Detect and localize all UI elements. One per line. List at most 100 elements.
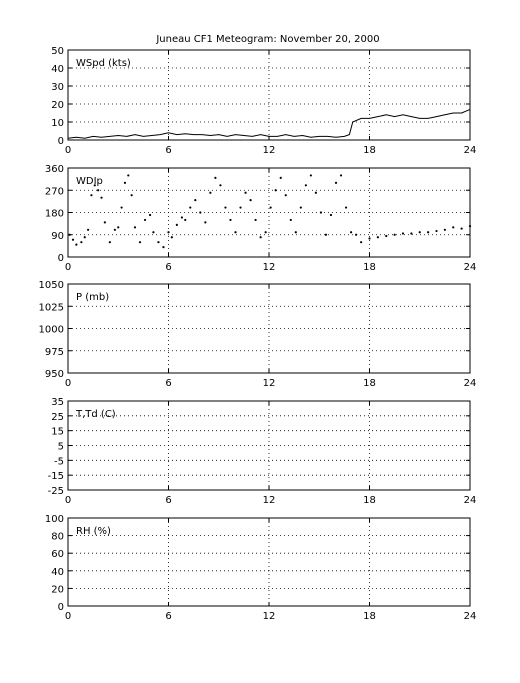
data-point: [385, 234, 388, 238]
data-point: [294, 231, 297, 234]
data-point: [435, 229, 438, 233]
data-point: [83, 236, 86, 239]
x-tick-label: 18: [363, 611, 376, 622]
data-point: [148, 213, 152, 217]
y-tick-label: 80: [51, 532, 64, 543]
x-tick-label: 12: [263, 378, 276, 389]
data-point: [162, 246, 165, 249]
data-point: [97, 189, 100, 192]
data-point: [103, 221, 106, 224]
x-tick-label: 18: [363, 262, 376, 273]
y-tick-label: 40: [51, 64, 64, 75]
y-tick-label: 270: [45, 186, 64, 197]
data-point: [184, 218, 187, 222]
data-point: [304, 184, 307, 187]
y-tick-label: 180: [45, 209, 64, 220]
y-tick-label: 30: [51, 82, 64, 93]
y-tick-label: 15: [51, 427, 64, 438]
data-point: [452, 226, 455, 229]
panel-label: RH (%): [76, 526, 111, 537]
x-tick-label: 24: [464, 378, 477, 389]
data-point: [189, 206, 192, 209]
x-tick-label: 6: [165, 611, 171, 622]
y-tick-label: 40: [51, 567, 64, 578]
data-point: [175, 223, 178, 226]
x-tick-label: 18: [363, 145, 376, 156]
y-tick-label: 950: [45, 369, 64, 380]
y-tick-label: 50: [51, 46, 64, 57]
x-tick-label: 0: [65, 145, 71, 156]
data-point: [443, 228, 446, 231]
x-tick-label: 12: [263, 611, 276, 622]
x-tick-label: 0: [65, 611, 71, 622]
data-point: [138, 241, 142, 244]
x-tick-label: 6: [165, 378, 171, 389]
data-point: [314, 191, 317, 194]
data-point: [360, 241, 363, 244]
y-tick-label: 20: [51, 100, 64, 111]
data-point: [87, 228, 90, 231]
y-tick-label: 60: [51, 549, 64, 560]
data-point: [334, 181, 338, 184]
x-tick-label: 24: [464, 145, 477, 156]
data-point: [90, 194, 93, 197]
data-point: [100, 196, 103, 199]
data-point: [170, 236, 173, 239]
x-tick-label: 12: [263, 262, 276, 273]
panel-label: P (mb): [76, 292, 109, 303]
data-point: [376, 236, 379, 239]
data-point: [209, 191, 212, 194]
series-line: [67, 108, 471, 139]
x-tick-label: 24: [464, 611, 477, 622]
y-tick-label: 1050: [39, 280, 64, 291]
y-tick-label: 20: [51, 584, 64, 595]
data-point: [239, 206, 242, 209]
y-tick-label: -15: [48, 471, 64, 482]
data-point: [269, 206, 272, 209]
data-point: [344, 206, 348, 209]
x-tick-label: 12: [263, 495, 276, 506]
data-point: [368, 237, 371, 240]
data-point: [194, 199, 197, 202]
y-tick-label: 5: [58, 442, 64, 453]
x-tick-label: 12: [263, 145, 276, 156]
data-point: [249, 199, 252, 202]
data-point: [274, 189, 277, 192]
panel-1: 0 6 12 18 24 0 10 20 30 40 50 WSpd (kts): [51, 46, 476, 156]
y-tick-label: -5: [54, 456, 64, 467]
data-point: [329, 213, 333, 217]
y-tick-label: 25: [51, 412, 64, 423]
y-tick-label: 0: [58, 136, 64, 147]
data-point: [244, 191, 247, 194]
y-tick-label: 0: [58, 602, 64, 613]
x-tick-label: 0: [65, 378, 71, 389]
data-point: [289, 218, 292, 222]
data-point: [427, 231, 430, 234]
data-point: [460, 227, 463, 230]
data-point: [355, 233, 358, 236]
data-point: [229, 218, 232, 222]
data-point: [349, 231, 353, 234]
data-point: [234, 231, 237, 234]
data-point: [259, 236, 262, 239]
data-point: [143, 218, 147, 222]
y-tick-label: -25: [48, 486, 64, 497]
panel-5: 0 6 12 18 24 0 20 40 60 80 100 RH (%): [45, 514, 476, 622]
panel-label: T,Td (C): [75, 409, 116, 420]
data-point: [80, 241, 83, 244]
data-point: [71, 238, 75, 241]
data-point: [214, 176, 217, 179]
data-point: [117, 226, 120, 229]
data-point: [299, 206, 302, 209]
data-point: [418, 231, 421, 234]
data-point: [410, 232, 413, 235]
y-tick-label: 35: [51, 397, 64, 408]
data-point: [468, 224, 472, 228]
x-tick-label: 0: [65, 262, 71, 273]
data-point: [264, 231, 267, 234]
y-tick-label: 360: [45, 164, 64, 175]
data-point: [219, 184, 222, 187]
data-point: [284, 194, 287, 197]
